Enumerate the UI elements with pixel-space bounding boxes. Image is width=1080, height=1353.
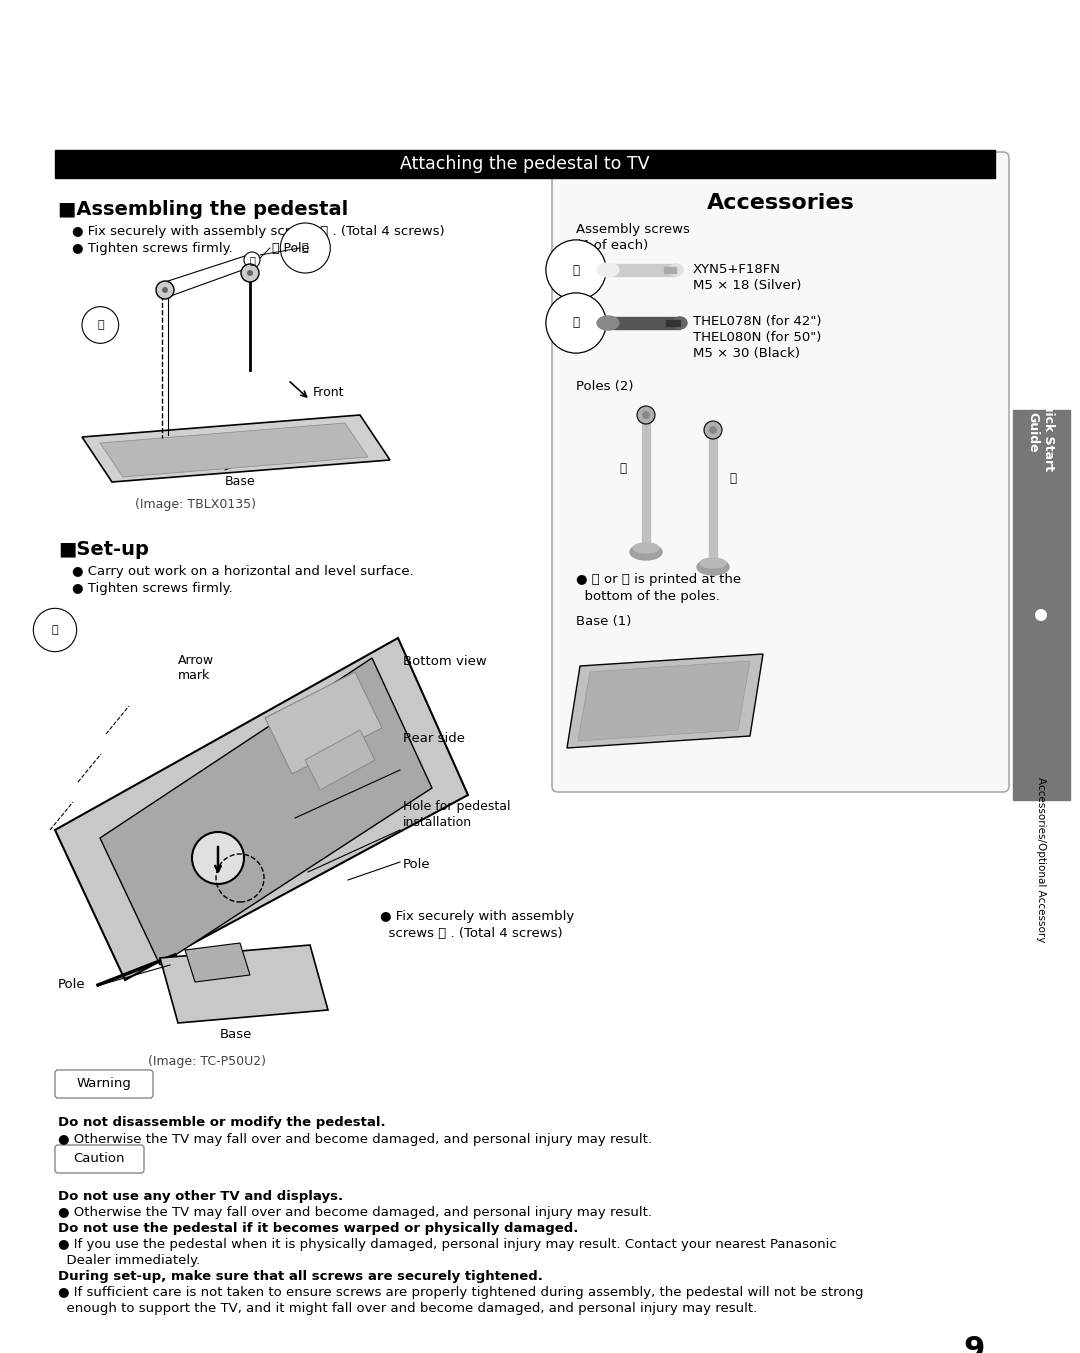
Ellipse shape	[630, 544, 662, 560]
Ellipse shape	[597, 317, 619, 330]
Text: Pole: Pole	[58, 978, 85, 990]
Text: (Image: TC-P50U2): (Image: TC-P50U2)	[148, 1055, 266, 1068]
Polygon shape	[100, 658, 432, 965]
Text: Ⓑ: Ⓑ	[572, 317, 580, 330]
Bar	[608, 317, 680, 329]
Circle shape	[642, 411, 650, 419]
Text: Base (1): Base (1)	[576, 616, 632, 628]
Bar	[664, 267, 676, 273]
Ellipse shape	[633, 543, 659, 553]
Text: Base: Base	[225, 475, 256, 488]
Text: THEL080N (for 50"): THEL080N (for 50")	[693, 331, 822, 344]
Text: ● Ⓛ or Ⓡ is printed at the: ● Ⓛ or Ⓡ is printed at the	[576, 574, 741, 586]
Polygon shape	[305, 731, 375, 790]
Text: Assembly screws: Assembly screws	[576, 223, 690, 235]
Text: Do not disassemble or modify the pedestal.: Do not disassemble or modify the pedesta…	[58, 1116, 386, 1128]
Ellipse shape	[597, 262, 619, 277]
Ellipse shape	[669, 264, 683, 276]
Circle shape	[162, 287, 168, 294]
Text: M5 × 18 (Silver): M5 × 18 (Silver)	[693, 279, 801, 292]
FancyBboxPatch shape	[55, 1070, 153, 1099]
Ellipse shape	[673, 317, 687, 329]
Polygon shape	[160, 944, 328, 1023]
Polygon shape	[100, 423, 368, 478]
Circle shape	[192, 832, 244, 884]
Text: ■Set-up: ■Set-up	[58, 540, 149, 559]
Text: Do not use the pedestal if it becomes warped or physically damaged.: Do not use the pedestal if it becomes wa…	[58, 1222, 579, 1235]
Text: ● Otherwise the TV may fall over and become damaged, and personal injury may res: ● Otherwise the TV may fall over and bec…	[58, 1206, 652, 1219]
Text: Dealer immediately.: Dealer immediately.	[58, 1254, 200, 1266]
Circle shape	[708, 426, 717, 434]
Ellipse shape	[697, 559, 729, 575]
Text: Pole: Pole	[403, 858, 431, 871]
Bar	[708, 430, 717, 561]
Text: Attaching the pedestal to TV: Attaching the pedestal to TV	[401, 156, 650, 173]
Text: ● Tighten screws firmly.: ● Tighten screws firmly.	[72, 242, 233, 254]
Bar	[666, 321, 680, 326]
Text: ● Carry out work on a horizontal and level surface.: ● Carry out work on a horizontal and lev…	[72, 566, 414, 578]
Text: mark: mark	[178, 668, 211, 682]
Text: Ⓐ: Ⓐ	[249, 254, 255, 265]
Text: Quick Start
Guide: Quick Start Guide	[1026, 392, 1055, 471]
Circle shape	[704, 421, 723, 438]
Text: Caution: Caution	[73, 1153, 125, 1165]
Text: Accessories: Accessories	[706, 193, 854, 212]
Text: Warning: Warning	[77, 1077, 132, 1091]
Text: ● If you use the pedestal when it is physically damaged, personal injury may res: ● If you use the pedestal when it is phy…	[58, 1238, 837, 1252]
Polygon shape	[578, 662, 750, 741]
Text: ● Otherwise the TV may fall over and become damaged, and personal injury may res: ● Otherwise the TV may fall over and bec…	[58, 1132, 652, 1146]
Polygon shape	[185, 943, 249, 982]
Text: Base: Base	[220, 1028, 253, 1040]
Text: Do not use any other TV and displays.: Do not use any other TV and displays.	[58, 1191, 343, 1203]
Circle shape	[247, 271, 253, 276]
Text: Poles (2): Poles (2)	[576, 380, 634, 392]
Text: THEL078N (for 42"): THEL078N (for 42")	[693, 315, 822, 327]
Circle shape	[156, 281, 174, 299]
Text: Front: Front	[313, 387, 345, 399]
Text: Ⓛ Pole: Ⓛ Pole	[272, 241, 309, 254]
Text: Hole for pedestal: Hole for pedestal	[403, 800, 511, 813]
Polygon shape	[82, 415, 390, 482]
Text: Accessories/Optional Accessory: Accessories/Optional Accessory	[1036, 778, 1047, 943]
Text: ● Fix securely with assembly: ● Fix securely with assembly	[380, 911, 575, 923]
Text: bottom of the poles.: bottom of the poles.	[576, 590, 720, 603]
Bar	[55, 150, 995, 179]
Text: ● If sufficient care is not taken to ensure screws are properly tightened during: ● If sufficient care is not taken to ens…	[58, 1285, 864, 1299]
Text: Ⓐ: Ⓐ	[572, 264, 580, 276]
Text: Ⓛ: Ⓛ	[620, 461, 626, 475]
Text: Ⓡ: Ⓡ	[97, 321, 104, 330]
Text: enough to support the TV, and it might fall over and become damaged, and persona: enough to support the TV, and it might f…	[58, 1302, 757, 1315]
Circle shape	[241, 264, 259, 281]
Bar	[642, 415, 650, 547]
Circle shape	[244, 252, 260, 268]
Text: Bottom view: Bottom view	[403, 655, 487, 668]
Text: M5 × 30 (Black): M5 × 30 (Black)	[693, 346, 800, 360]
Bar	[1013, 410, 1070, 800]
Polygon shape	[567, 653, 762, 748]
Circle shape	[637, 406, 654, 423]
Text: (Image: TBLX0135): (Image: TBLX0135)	[135, 498, 256, 511]
Text: ■Assembling the pedestal: ■Assembling the pedestal	[58, 200, 348, 219]
Text: Ⓑ: Ⓑ	[52, 625, 58, 635]
Text: installation: installation	[403, 816, 472, 829]
Text: Ⓐ: Ⓐ	[302, 244, 309, 253]
Text: screws Ⓑ . (Total 4 screws): screws Ⓑ . (Total 4 screws)	[380, 927, 563, 940]
Polygon shape	[265, 672, 382, 774]
Text: XYN5+F18FN: XYN5+F18FN	[693, 262, 781, 276]
Text: Pole: Pole	[90, 308, 116, 321]
FancyBboxPatch shape	[55, 1145, 144, 1173]
Text: ● Tighten screws firmly.: ● Tighten screws firmly.	[72, 582, 233, 595]
Circle shape	[1035, 609, 1047, 621]
Text: (4 of each): (4 of each)	[576, 239, 648, 252]
FancyBboxPatch shape	[552, 152, 1009, 792]
Polygon shape	[55, 639, 468, 980]
Ellipse shape	[700, 557, 726, 568]
Text: During set-up, make sure that all screws are securely tightened.: During set-up, make sure that all screws…	[58, 1270, 543, 1283]
Text: Ⓡ: Ⓡ	[729, 471, 737, 484]
Text: ● Fix securely with assembly screws Ⓐ . (Total 4 screws): ● Fix securely with assembly screws Ⓐ . …	[72, 225, 445, 238]
Bar	[608, 264, 676, 276]
Text: Rear side: Rear side	[403, 732, 465, 746]
Text: 9: 9	[963, 1335, 985, 1353]
Text: Arrow: Arrow	[178, 653, 214, 667]
